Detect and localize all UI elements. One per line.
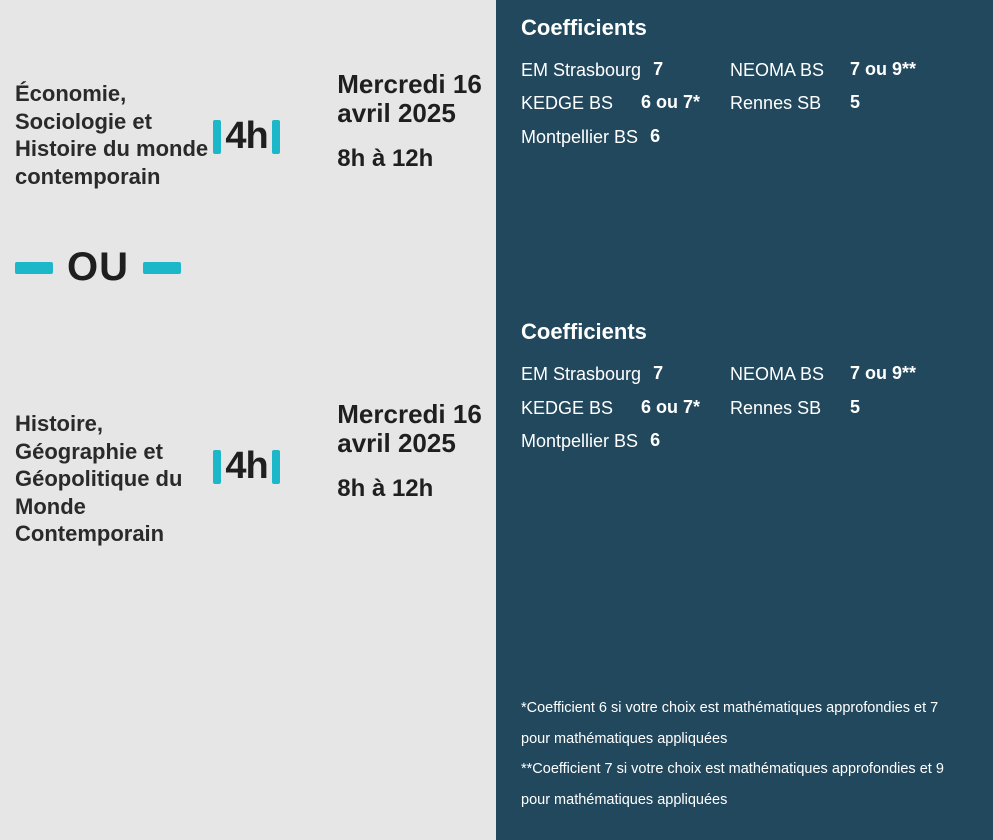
coefficient-row: KEDGE BS 6 ou 7*: [521, 92, 700, 115]
coefficient-value: 6 ou 7*: [641, 92, 700, 113]
coefficient-label: NEOMA BS: [730, 59, 838, 82]
subject-duration: 4h: [213, 20, 337, 158]
spacer: [521, 189, 968, 319]
footnote-line: *Coefficient 6 si votre choix est mathém…: [521, 693, 968, 754]
coefficient-label: KEDGE BS: [521, 397, 629, 420]
subject-name: Économie, Sociologie et Histoire du mond…: [15, 20, 213, 190]
coefficient-label: EM Strasbourg: [521, 59, 641, 82]
subject-time: 8h à 12h: [337, 145, 486, 174]
subject-name: Histoire, Géographie et Géopolitique du …: [15, 350, 213, 548]
coefficient-label: Rennes SB: [730, 397, 838, 420]
subject-duration: 4h: [213, 350, 337, 488]
coefficient-value: 6 ou 7*: [641, 397, 700, 418]
coefficients-list-right: NEOMA BS 7 ou 9** Rennes SB 5: [730, 59, 916, 149]
coefficient-value: 5: [850, 92, 860, 113]
coefficients-title: Coefficients: [521, 319, 968, 345]
subject-block-2: Histoire, Géographie et Géopolitique du …: [0, 330, 496, 548]
coefficient-label: Montpellier BS: [521, 430, 638, 453]
accent-bar-icon: [272, 120, 280, 154]
coefficients-title: Coefficients: [521, 15, 968, 41]
right-column: Coefficients EM Strasbourg 7 KEDGE BS 6 …: [496, 0, 993, 840]
coefficient-label: Montpellier BS: [521, 126, 638, 149]
coefficient-row: EM Strasbourg 7: [521, 363, 700, 386]
subject-block-1: Économie, Sociologie et Histoire du mond…: [0, 0, 496, 190]
accent-bar-icon: [213, 120, 221, 154]
duration-value: 4h: [225, 115, 267, 158]
subject-datetime: Mercredi 16 avril 2025 8h à 12h: [337, 350, 486, 504]
coefficient-row: Montpellier BS 6: [521, 430, 700, 453]
coefficient-row: Montpellier BS 6: [521, 126, 700, 149]
coefficients-block-1: Coefficients EM Strasbourg 7 KEDGE BS 6 …: [521, 15, 968, 149]
separator-label: OU: [67, 245, 129, 290]
coefficient-value: 6: [650, 430, 660, 451]
coefficient-value: 7: [653, 59, 663, 80]
coefficients-list-left: EM Strasbourg 7 KEDGE BS 6 ou 7* Montpel…: [521, 59, 700, 149]
coefficient-row: KEDGE BS 6 ou 7*: [521, 397, 700, 420]
coefficient-row: Rennes SB 5: [730, 397, 916, 420]
subject-date: Mercredi 16 avril 2025: [337, 70, 486, 127]
coefficient-row: Rennes SB 5: [730, 92, 916, 115]
coefficients-columns: EM Strasbourg 7 KEDGE BS 6 ou 7* Montpel…: [521, 363, 968, 453]
coefficient-row: NEOMA BS 7 ou 9**: [730, 59, 916, 82]
or-separator: OU: [0, 190, 496, 330]
coefficient-value: 7 ou 9**: [850, 363, 916, 384]
dash-icon: [15, 262, 53, 274]
subject-date: Mercredi 16 avril 2025: [337, 400, 486, 457]
coefficient-value: 7 ou 9**: [850, 59, 916, 80]
coefficient-row: EM Strasbourg 7: [521, 59, 700, 82]
coefficient-label: NEOMA BS: [730, 363, 838, 386]
footnotes: *Coefficient 6 si votre choix est mathém…: [521, 693, 968, 820]
subject-time: 8h à 12h: [337, 475, 486, 504]
coefficients-block-2: Coefficients EM Strasbourg 7 KEDGE BS 6 …: [521, 319, 968, 453]
coefficient-label: Rennes SB: [730, 92, 838, 115]
accent-bar-icon: [272, 450, 280, 484]
coefficients-columns: EM Strasbourg 7 KEDGE BS 6 ou 7* Montpel…: [521, 59, 968, 149]
dash-icon: [143, 262, 181, 274]
duration-value: 4h: [225, 445, 267, 488]
coefficient-label: EM Strasbourg: [521, 363, 641, 386]
coefficient-row: NEOMA BS 7 ou 9**: [730, 363, 916, 386]
footnote-line: **Coefficient 7 si votre choix est mathé…: [521, 754, 968, 815]
left-column: Économie, Sociologie et Histoire du mond…: [0, 0, 496, 840]
coefficient-value: 7: [653, 363, 663, 384]
coefficients-list-left: EM Strasbourg 7 KEDGE BS 6 ou 7* Montpel…: [521, 363, 700, 453]
accent-bar-icon: [213, 450, 221, 484]
coefficients-list-right: NEOMA BS 7 ou 9** Rennes SB 5: [730, 363, 916, 453]
subject-datetime: Mercredi 16 avril 2025 8h à 12h: [337, 20, 486, 174]
coefficient-value: 5: [850, 397, 860, 418]
coefficient-label: KEDGE BS: [521, 92, 629, 115]
coefficient-value: 6: [650, 126, 660, 147]
